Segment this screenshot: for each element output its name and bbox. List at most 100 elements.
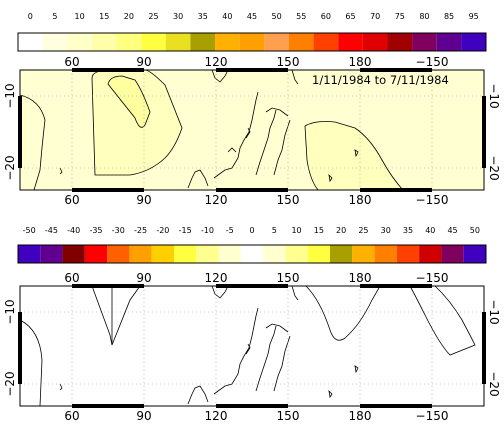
top-map-anomaly-core <box>107 75 151 128</box>
bottom-map-lat-label-right-10: −10 <box>487 299 501 324</box>
top-map-lon-label-top-60: 60 <box>64 55 79 69</box>
bottom-map-lon-label-bottom-120: 120 <box>205 409 228 423</box>
top-colorbar-swatch <box>141 33 166 51</box>
bottom-colorbar-frame <box>17 244 487 264</box>
top-map-lon-label-top-90: 90 <box>136 55 151 69</box>
bottom-colorbar-swatch <box>285 245 308 263</box>
top-colorbar-tick-label: 80 <box>419 12 429 21</box>
top-colorbar-tick-label: 25 <box>148 12 158 21</box>
top-colorbar-tick-label: 30 <box>173 12 183 21</box>
bottom-map-lon-label-top-m150: −150 <box>416 271 449 285</box>
top-map-gridlines <box>20 70 484 190</box>
bottom-colorbar-swatch <box>374 245 397 263</box>
bottom-colorbar-swatch <box>40 245 63 263</box>
top-colorbar-tick-label: 70 <box>370 12 380 21</box>
top-colorbar-frame <box>17 32 487 52</box>
bottom-map-lat-label-right-20: −20 <box>487 371 501 396</box>
top-colorbar-tick-label: 5 <box>52 12 57 21</box>
top-colorbar-swatch <box>215 33 240 51</box>
bottom-colorbar-tick-label: 0 <box>249 226 254 235</box>
top-map-background <box>20 70 484 190</box>
top-map-lon-label-bottom-m150: −150 <box>416 193 449 207</box>
top-colorbar-tick-label: 85 <box>444 12 454 21</box>
top-map-date-range: 1/11/1984 to 7/11/1984 <box>312 73 449 87</box>
top-colorbar-swatch <box>461 33 486 51</box>
top-colorbar-swatch <box>387 33 413 51</box>
bottom-colorbar-swatch <box>174 245 197 263</box>
bottom-colorbar-tick-label: -30 <box>112 226 125 235</box>
bottom-map-panel: 60 90 120 150 180 −150 60 90 120 150 180… <box>3 271 501 423</box>
top-colorbar-swatch <box>239 33 265 51</box>
bottom-map-lon-label-bottom-m150: −150 <box>416 409 449 423</box>
top-map-anomaly-region-east <box>304 121 404 191</box>
top-map-lon-label-top-150: 150 <box>277 55 300 69</box>
bottom-colorbar: -50 -45 -40 -35 -30 -25 -20 -15 -10 -5 0 5 10 15 20 25 3… <box>17 226 487 264</box>
bottom-map-lon-label-top-120: 120 <box>205 271 228 285</box>
bottom-colorbar-tick-label: -40 <box>67 226 80 235</box>
bottom-map-lon-label-top-60: 60 <box>64 271 79 285</box>
bottom-colorbar-tick-label: -5 <box>226 226 234 235</box>
bottom-map-background <box>20 286 484 406</box>
top-map-lat-label-right-10: −10 <box>487 83 501 108</box>
top-colorbar-swatch <box>18 33 43 51</box>
bottom-colorbar-tick-label: -50 <box>23 226 36 235</box>
bottom-colorbar-tick-label: 30 <box>381 226 391 235</box>
top-map-axis-bars <box>18 68 486 192</box>
top-colorbar-swatch <box>436 33 462 51</box>
bottom-colorbar-swatch <box>263 245 286 263</box>
top-colorbar-tick-label: 50 <box>272 12 282 21</box>
top-map-panel: 1/11/1984 to 7/11/1984 60 90 120 150 180… <box>3 55 501 207</box>
bottom-colorbar-tick-label: -25 <box>134 226 147 235</box>
bottom-colorbar-tick-label: -10 <box>201 226 214 235</box>
top-colorbar-tick-label: 15 <box>99 12 109 21</box>
bottom-colorbar-swatch <box>396 245 420 263</box>
bottom-map-coastlines <box>59 285 359 405</box>
bottom-colorbar-swatch <box>84 245 108 263</box>
bottom-map-lon-label-top-90: 90 <box>136 271 151 285</box>
top-colorbar-swatch <box>165 33 191 51</box>
top-map-contour-west-edge <box>19 94 46 191</box>
top-colorbar-tick-label: 75 <box>395 12 405 21</box>
bottom-map-lon-label-top-150: 150 <box>277 271 300 285</box>
top-colorbar-swatch <box>313 33 339 51</box>
bottom-colorbar-tick-label: 25 <box>358 226 368 235</box>
bottom-colorbar-tick-label: -35 <box>89 226 102 235</box>
bottom-colorbar-swatch <box>419 245 442 263</box>
top-map-lon-label-top-180: 180 <box>349 55 372 69</box>
bottom-map-lon-label-bottom-90: 90 <box>136 409 151 423</box>
bottom-colorbar-swatch <box>240 245 264 263</box>
top-map-lat-label-left-10: −10 <box>3 83 17 108</box>
top-colorbar-swatch <box>362 33 388 51</box>
bottom-colorbar-tick-label: 5 <box>272 226 277 235</box>
bottom-colorbar-swatch <box>441 245 464 263</box>
bottom-colorbar-swatch <box>330 245 353 263</box>
bottom-map-lon-label-top-180: 180 <box>349 271 372 285</box>
bottom-map-gridlines <box>20 286 484 406</box>
top-colorbar-tick-label: 60 <box>321 12 331 21</box>
top-colorbar-swatch <box>288 33 314 51</box>
top-map-lat-label-right-20: −20 <box>487 155 501 180</box>
top-colorbar-tick-label: 20 <box>124 12 134 21</box>
bottom-colorbar-tick-label: -15 <box>179 226 192 235</box>
top-colorbar-swatch <box>67 33 92 51</box>
bottom-colorbar-tick-label: 10 <box>291 226 301 235</box>
top-colorbar-tick-label: 10 <box>74 12 84 21</box>
bottom-map-contours <box>19 285 476 407</box>
bottom-colorbar-tick-label: -20 <box>156 226 169 235</box>
top-colorbar-swatch <box>91 33 117 51</box>
bottom-colorbar-swatch <box>218 245 241 263</box>
bottom-colorbar-swatch <box>307 245 330 263</box>
top-colorbar-swatch <box>42 33 68 51</box>
top-colorbar-tick-label: 65 <box>345 12 355 21</box>
bottom-colorbar-tick-label: -45 <box>45 226 58 235</box>
top-colorbar-tick-label: 45 <box>247 12 257 21</box>
top-map-lat-label-left-20: −20 <box>3 155 17 180</box>
top-colorbar-tick-label: 55 <box>296 12 306 21</box>
top-map-coastlines <box>59 69 359 189</box>
top-colorbar: 0 5 10 15 20 25 30 35 40 45 50 55 60 65 70 75 80 85 95 <box>17 12 487 52</box>
bottom-colorbar-tick-label: 35 <box>403 226 413 235</box>
bottom-colorbar-swatch <box>107 245 130 263</box>
bottom-colorbar-tick-label: 45 <box>447 226 457 235</box>
bottom-colorbar-swatch <box>129 245 152 263</box>
